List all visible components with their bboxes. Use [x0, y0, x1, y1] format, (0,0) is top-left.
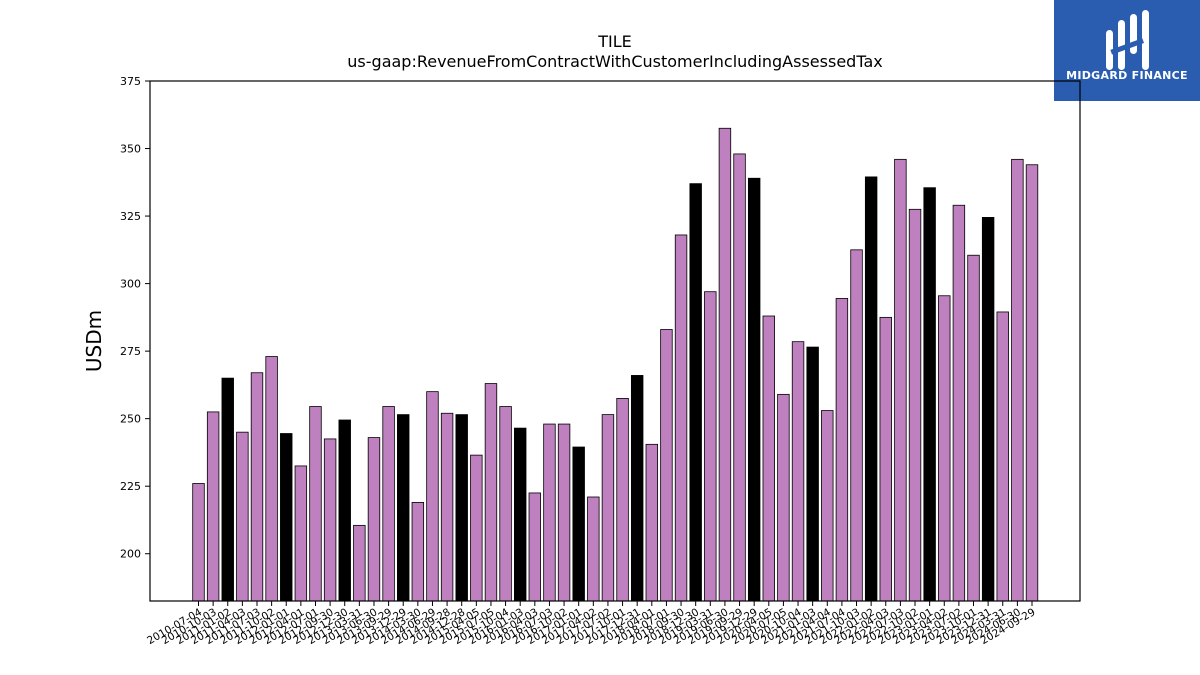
logo-text: MIDGARD FINANCE — [1066, 69, 1188, 82]
bar — [601, 414, 615, 602]
bar — [367, 437, 381, 602]
bar — [733, 153, 746, 602]
bar — [250, 372, 264, 602]
bar — [747, 177, 761, 602]
bar — [864, 176, 878, 602]
y-tick-label: 375 — [120, 75, 141, 88]
bar — [338, 419, 351, 602]
bar — [543, 423, 556, 602]
bar — [923, 187, 936, 602]
bar — [981, 217, 995, 602]
logo-mark-icon — [1106, 10, 1149, 70]
y-tick-label: 250 — [120, 413, 141, 426]
bar — [221, 377, 234, 602]
bar — [894, 158, 907, 602]
bar — [587, 496, 600, 602]
bar — [704, 291, 717, 602]
bar — [777, 393, 790, 602]
y-tick-label: 200 — [120, 548, 141, 561]
x-axis: 2010-07-042010-10-032011-01-022011-04-03… — [145, 601, 1038, 647]
bar — [280, 433, 293, 602]
y-tick-label: 225 — [120, 480, 141, 493]
bar — [514, 427, 527, 602]
bar — [821, 410, 834, 602]
bar — [382, 406, 395, 602]
bar — [557, 423, 571, 602]
bar — [440, 412, 454, 602]
bar — [397, 414, 410, 602]
bar — [718, 127, 732, 602]
bars-group — [192, 127, 1039, 602]
bar — [645, 443, 659, 602]
chart-title-block: TILE us-gaap:RevenueFromContractWithCust… — [150, 32, 1080, 72]
plot-frame — [149, 80, 1081, 602]
bar — [791, 341, 805, 602]
bar — [938, 295, 951, 602]
bar — [660, 329, 673, 602]
brand-logo: MIDGARD FINANCE — [1054, 0, 1200, 101]
bar — [967, 254, 980, 602]
bar — [309, 406, 322, 602]
bar — [908, 208, 922, 602]
bar — [499, 406, 512, 602]
bar — [323, 438, 337, 602]
bar — [206, 411, 220, 602]
bar — [630, 375, 644, 602]
bar — [411, 501, 425, 602]
bar — [616, 397, 629, 602]
bar — [1011, 158, 1024, 602]
bar — [353, 524, 366, 602]
bar — [1025, 164, 1039, 602]
y-axis: 200 225 250 275 300 325 350 375 — [120, 75, 150, 561]
bar — [236, 431, 249, 602]
bar — [528, 492, 542, 602]
bar — [996, 311, 1009, 602]
bar — [850, 249, 863, 602]
bar — [265, 356, 278, 602]
bar — [674, 234, 688, 602]
bar — [192, 483, 205, 602]
chart-subtitle: us-gaap:RevenueFromContractWithCustomerI… — [347, 52, 883, 71]
y-tick-label: 350 — [120, 143, 141, 156]
chart-title: TILE — [598, 32, 632, 51]
bar — [294, 465, 308, 602]
bar — [806, 346, 819, 602]
y-tick-label: 325 — [120, 210, 141, 223]
y-tick-label: 300 — [120, 278, 141, 291]
bar — [484, 383, 498, 602]
bar — [572, 446, 585, 602]
bar — [952, 204, 966, 602]
bar — [835, 298, 849, 602]
bar — [879, 316, 892, 602]
y-tick-label: 275 — [120, 345, 141, 358]
y-axis-label: USDm — [82, 310, 106, 372]
bar — [689, 183, 702, 602]
bar — [470, 454, 483, 602]
bar — [762, 315, 775, 602]
bar — [455, 414, 468, 602]
bar — [426, 391, 439, 602]
